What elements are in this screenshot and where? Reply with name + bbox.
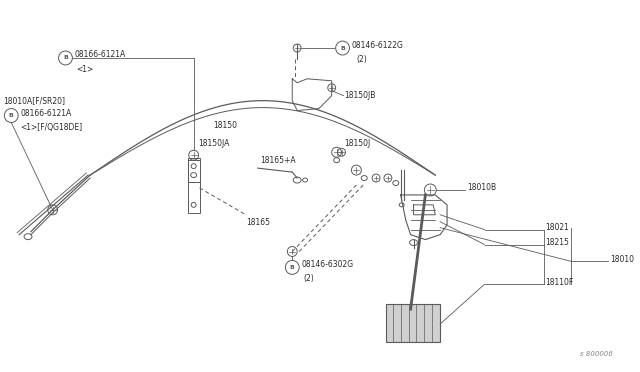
Text: (2): (2) [356, 55, 367, 64]
Text: B: B [340, 45, 345, 51]
Text: 18150: 18150 [213, 121, 237, 131]
Text: 18165+A: 18165+A [260, 156, 295, 165]
Text: 18150JB: 18150JB [344, 91, 376, 100]
Text: 08146-6302G: 08146-6302G [301, 260, 353, 269]
Text: <1>[F/QG18DE]: <1>[F/QG18DE] [20, 124, 83, 132]
Text: 18165: 18165 [246, 218, 270, 227]
Text: 18010: 18010 [610, 255, 634, 264]
Text: (2): (2) [303, 274, 314, 283]
Text: B: B [290, 265, 294, 270]
Text: 18021: 18021 [546, 223, 570, 232]
Text: 18010A[F/SR20]: 18010A[F/SR20] [3, 96, 65, 105]
Text: s 800006: s 800006 [580, 351, 612, 357]
Text: 08146-6122G: 08146-6122G [351, 41, 403, 49]
Text: B: B [63, 55, 68, 61]
Text: <1>: <1> [76, 65, 93, 74]
Text: 08166-6121A: 08166-6121A [20, 109, 72, 118]
Text: 18150J: 18150J [344, 139, 371, 148]
Text: 18110F: 18110F [546, 278, 574, 287]
Text: 08166-6121A: 08166-6121A [74, 51, 125, 60]
Text: 18215: 18215 [546, 238, 570, 247]
Text: B: B [9, 113, 13, 118]
Text: 18150JA: 18150JA [198, 139, 230, 148]
Bar [188, 158, 200, 213]
Bar [188, 160, 200, 182]
Text: 18010B: 18010B [467, 183, 496, 192]
Bar [386, 304, 440, 342]
